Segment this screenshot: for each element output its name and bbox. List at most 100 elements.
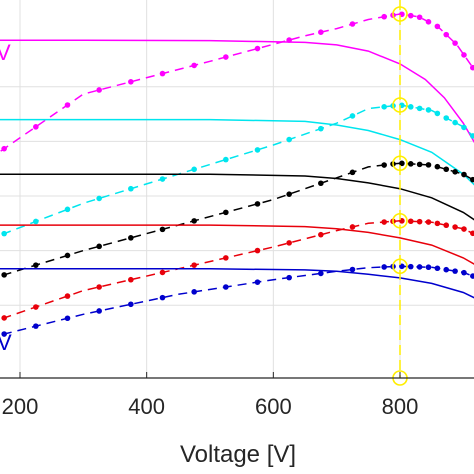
edge-label-top: V bbox=[0, 40, 11, 65]
x-tick-label-1: 400 bbox=[128, 394, 165, 419]
power-point-7-0 bbox=[1, 315, 7, 321]
power-point-1-17 bbox=[425, 19, 432, 25]
power-point-7-19 bbox=[443, 222, 450, 229]
power-point-1-6 bbox=[191, 62, 197, 69]
power-point-1-22 bbox=[470, 64, 474, 71]
power-point-7-4 bbox=[128, 276, 134, 283]
power-point-5-18 bbox=[434, 163, 441, 170]
power-point-1-11 bbox=[349, 21, 356, 27]
power-point-1-3 bbox=[96, 87, 102, 93]
power-point-7-22 bbox=[470, 230, 474, 237]
power-point-1-18 bbox=[434, 23, 441, 30]
power-point-5-21 bbox=[461, 171, 467, 178]
power-point-9-15 bbox=[407, 263, 414, 270]
power-point-7-10 bbox=[318, 231, 324, 238]
power-point-3-11 bbox=[349, 113, 356, 119]
power-point-7-17 bbox=[425, 219, 432, 225]
power-point-9-3 bbox=[96, 308, 102, 314]
power-point-9-0 bbox=[1, 331, 7, 337]
power-point-3-15 bbox=[407, 104, 414, 110]
power-point-7-5 bbox=[159, 269, 166, 276]
power-point-5-2 bbox=[64, 252, 71, 259]
power-point-5-5 bbox=[159, 226, 166, 233]
power-point-7-12 bbox=[381, 219, 387, 225]
power-point-3-17 bbox=[425, 107, 432, 113]
power-point-5-20 bbox=[452, 168, 458, 175]
power-point-7-20 bbox=[452, 224, 458, 230]
power-point-7-6 bbox=[191, 262, 197, 268]
power-point-9-18 bbox=[434, 265, 441, 272]
power-point-7-15 bbox=[407, 218, 414, 225]
power-point-3-4 bbox=[128, 185, 134, 192]
power-point-3-10 bbox=[318, 125, 324, 132]
power-point-5-19 bbox=[443, 166, 450, 173]
power-point-1-20 bbox=[452, 40, 458, 46]
power-point-3-7 bbox=[223, 156, 229, 163]
power-point-1-7 bbox=[223, 54, 229, 60]
power-point-3-6 bbox=[191, 166, 197, 173]
power-point-5-16 bbox=[416, 161, 423, 168]
power-point-9-10 bbox=[318, 270, 324, 277]
power-point-9-4 bbox=[128, 301, 134, 308]
power-point-1-9 bbox=[286, 37, 292, 43]
power-point-7-1 bbox=[33, 304, 39, 310]
power-point-7-16 bbox=[416, 218, 423, 225]
x-tick-label-3: 800 bbox=[382, 394, 419, 419]
mpp-circle-5 bbox=[392, 155, 408, 172]
power-point-3-5 bbox=[159, 176, 166, 182]
power-point-9-1 bbox=[33, 323, 39, 329]
power-point-7-21 bbox=[461, 226, 467, 232]
power-point-3-0 bbox=[1, 230, 7, 237]
power-point-7-8 bbox=[254, 247, 261, 254]
power-point-9-22 bbox=[470, 273, 474, 279]
power-point-1-19 bbox=[443, 31, 450, 38]
current-curve-6 bbox=[0, 224, 474, 265]
power-point-1-21 bbox=[461, 52, 467, 58]
power-point-5-6 bbox=[191, 218, 197, 224]
power-point-3-18 bbox=[434, 110, 441, 117]
power-point-1-5 bbox=[159, 70, 166, 77]
mpp-circle-7 bbox=[392, 212, 408, 229]
power-point-7-3 bbox=[96, 284, 102, 290]
power-point-7-2 bbox=[64, 293, 71, 299]
power-point-5-10 bbox=[318, 180, 324, 187]
power-point-3-16 bbox=[416, 105, 423, 112]
power-point-9-21 bbox=[461, 269, 467, 276]
power-point-9-20 bbox=[452, 268, 458, 274]
power-point-3-1 bbox=[33, 218, 39, 225]
power-point-9-5 bbox=[159, 294, 166, 301]
power-point-5-0 bbox=[1, 272, 7, 278]
power-point-9-11 bbox=[349, 266, 356, 273]
power-point-3-12 bbox=[381, 104, 387, 110]
power-point-5-9 bbox=[286, 191, 292, 197]
power-point-5-14 bbox=[399, 160, 405, 167]
power-point-1-8 bbox=[254, 45, 261, 52]
power-point-3-20 bbox=[452, 119, 458, 126]
power-point-7-11 bbox=[349, 224, 356, 230]
power-point-1-2 bbox=[64, 102, 71, 108]
x-ticks: 200 400 600 800 bbox=[2, 372, 419, 419]
power-point-9-6 bbox=[191, 289, 197, 295]
power-point-1-4 bbox=[128, 78, 134, 85]
edge-label-bottom: V bbox=[0, 330, 12, 355]
power-point-1-0 bbox=[1, 145, 7, 152]
x-tick-label-2: 600 bbox=[255, 394, 292, 419]
power-point-5-7 bbox=[223, 209, 229, 216]
power-point-9-17 bbox=[425, 264, 432, 271]
power-point-3-3 bbox=[96, 195, 102, 202]
power-point-9-16 bbox=[416, 264, 423, 270]
power-point-3-2 bbox=[64, 206, 71, 213]
x-axis-title: Voltage [V] bbox=[180, 441, 296, 468]
power-point-9-7 bbox=[223, 284, 229, 290]
mpp-circle-3 bbox=[392, 97, 408, 113]
power-point-5-1 bbox=[33, 262, 39, 268]
power-point-1-12 bbox=[381, 13, 387, 20]
power-point-9-9 bbox=[286, 274, 292, 281]
power-point-5-4 bbox=[128, 235, 134, 241]
power-point-5-17 bbox=[425, 162, 432, 168]
power-point-9-12 bbox=[381, 264, 387, 270]
power-point-5-22 bbox=[470, 176, 474, 183]
power-point-9-8 bbox=[254, 279, 261, 285]
power-point-7-7 bbox=[223, 255, 229, 261]
mpp-circle-1 bbox=[392, 6, 408, 22]
